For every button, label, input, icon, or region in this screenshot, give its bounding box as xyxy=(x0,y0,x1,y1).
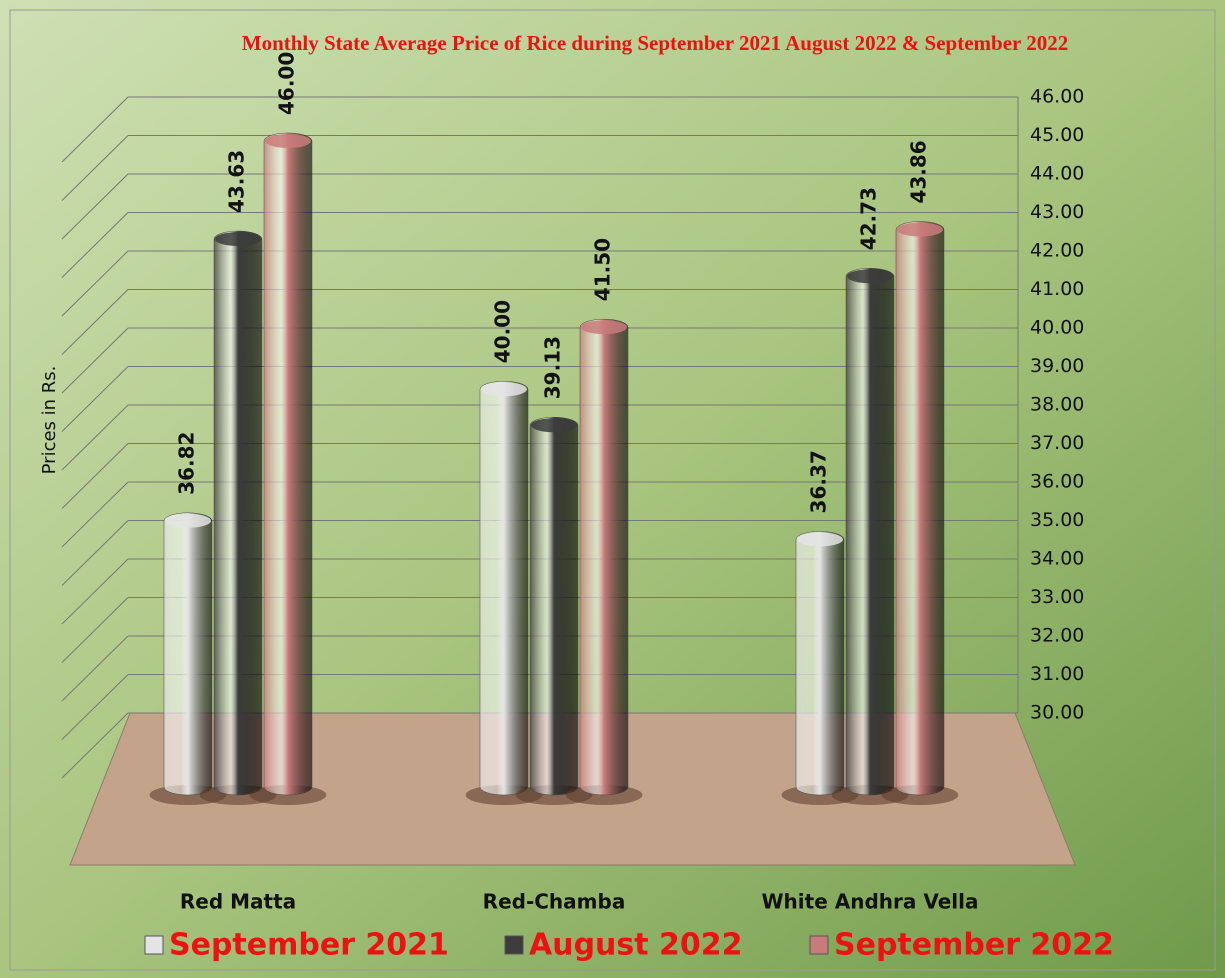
bar-cap xyxy=(481,382,527,397)
grid-line xyxy=(61,712,129,779)
data-label: 36.37 xyxy=(807,450,831,513)
y-tick-label: 38.00 xyxy=(1030,394,1084,416)
data-label: 40.00 xyxy=(491,300,515,363)
bar-cap xyxy=(897,222,943,237)
grid-line xyxy=(61,366,129,432)
bar xyxy=(163,512,213,796)
legend-swatch xyxy=(504,935,524,955)
data-label: 42.73 xyxy=(857,187,881,250)
x-tick-label: Red-Chamba xyxy=(483,890,626,914)
y-tick-label: 39.00 xyxy=(1030,355,1084,377)
data-label: 39.13 xyxy=(541,336,565,399)
data-label: 41.50 xyxy=(591,238,615,301)
grid-line xyxy=(61,597,129,663)
y-tick-label: 34.00 xyxy=(1030,548,1084,570)
y-tick-label: 42.00 xyxy=(1030,240,1084,262)
y-tick-label: 31.00 xyxy=(1030,663,1084,685)
data-label: 43.86 xyxy=(907,140,931,203)
grid-line xyxy=(61,481,129,548)
bar xyxy=(263,132,313,796)
bar xyxy=(213,230,263,796)
y-tick-label: 36.00 xyxy=(1030,471,1084,493)
grid-line xyxy=(61,250,129,317)
grid-line xyxy=(61,404,129,471)
bar xyxy=(845,268,895,796)
bar xyxy=(479,381,529,796)
grid-line xyxy=(61,558,129,625)
y-tick-label: 37.00 xyxy=(1030,432,1084,454)
legend-swatch xyxy=(809,935,829,955)
y-tick-label: 46.00 xyxy=(1030,86,1084,108)
data-label: 43.63 xyxy=(225,150,249,213)
grid-line xyxy=(61,674,129,740)
bar-cap xyxy=(797,532,843,547)
y-tick-label: 44.00 xyxy=(1030,163,1084,185)
grid-line xyxy=(61,443,129,509)
y-tick-label: 40.00 xyxy=(1030,317,1084,339)
bar-cap xyxy=(165,513,211,528)
x-tick-label: White Andhra Vella xyxy=(762,890,979,914)
legend-label: September 2021 xyxy=(169,928,449,963)
y-tick-label: 32.00 xyxy=(1030,625,1084,647)
grid-line xyxy=(61,520,129,586)
bar-cap xyxy=(581,320,627,335)
legend-label: September 2022 xyxy=(834,928,1114,963)
grid-line xyxy=(61,96,129,163)
grid-line xyxy=(61,212,129,278)
grid-line xyxy=(61,135,129,201)
y-tick-label: 45.00 xyxy=(1030,124,1084,146)
chart-title: Monthly State Average Price of Rice duri… xyxy=(242,31,1069,55)
grid-line xyxy=(61,327,129,394)
grid-line xyxy=(61,173,129,240)
bar-cap xyxy=(847,269,893,284)
bar-cap xyxy=(531,418,577,433)
y-tick-label: 41.00 xyxy=(1030,278,1084,300)
data-label: 36.82 xyxy=(175,432,199,495)
y-axis-label: Prices in Rs. xyxy=(39,366,60,475)
data-label: 46.00 xyxy=(275,52,299,115)
frame xyxy=(9,9,1216,971)
x-tick-label: Red Matta xyxy=(180,890,296,914)
bar xyxy=(579,318,629,796)
grid-line xyxy=(61,635,129,702)
bar-cap xyxy=(215,232,261,247)
bar xyxy=(895,221,945,796)
bar xyxy=(529,416,579,796)
bar-cap xyxy=(265,134,311,148)
y-tick-label: 30.00 xyxy=(1030,702,1084,724)
y-tick-label: 33.00 xyxy=(1030,586,1084,608)
y-tick-label: 35.00 xyxy=(1030,509,1084,531)
legend-label: August 2022 xyxy=(529,928,743,963)
y-tick-label: 43.00 xyxy=(1030,201,1084,223)
legend-swatch xyxy=(144,935,164,955)
grid-line xyxy=(61,289,129,355)
bar xyxy=(795,531,845,796)
